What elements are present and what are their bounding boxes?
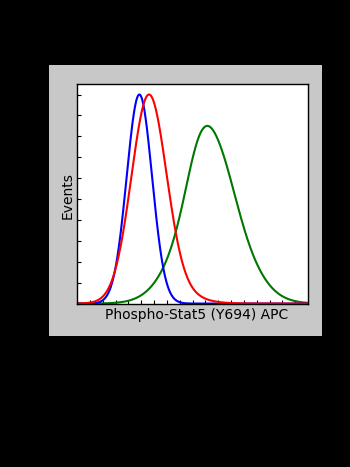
Text: Phospho-Stat5 (Y694) APC: Phospho-Stat5 (Y694) APC <box>105 308 288 322</box>
Text: Events: Events <box>61 172 75 219</box>
